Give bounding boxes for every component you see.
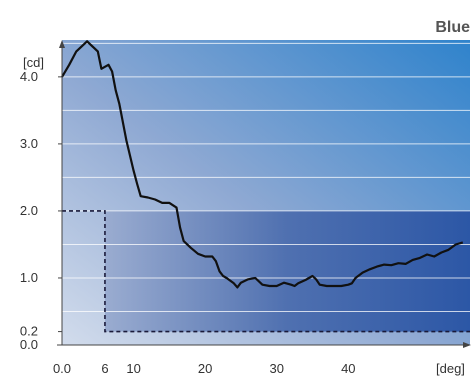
x-tick-label: 0.0	[53, 361, 71, 376]
y-tick-label: 0.2	[20, 324, 38, 339]
axes	[57, 40, 471, 348]
y-axis-arrow-icon	[59, 40, 65, 48]
reference-line	[62, 210, 470, 333]
y-tick-label: 0.0	[20, 337, 38, 352]
x-unit-label: [deg]	[436, 361, 465, 376]
x-tick-label: 20	[198, 361, 212, 376]
reference-lines	[62, 210, 470, 333]
y-unit-label: [cd]	[23, 55, 44, 70]
x-axis-arrow-icon	[463, 342, 471, 348]
x-tick-label: 40	[341, 361, 355, 376]
y-tick-label: 2.0	[20, 203, 38, 218]
chart-title: Blue	[435, 19, 470, 36]
x-tick-label: 6	[101, 361, 108, 376]
tick-labels: 0.00.21.02.03.04.00.0 6 10 20 30 40	[20, 69, 356, 376]
series-line	[61, 40, 464, 289]
highlight-region	[104, 210, 471, 332]
x-tick-label: 10	[126, 361, 140, 376]
x-tick-label: 30	[270, 361, 284, 376]
y-tick-label: 1.0	[20, 270, 38, 285]
grid-lines	[62, 42, 470, 312]
y-tick-label: 4.0	[20, 69, 38, 84]
y-tick-label: 3.0	[20, 136, 38, 151]
